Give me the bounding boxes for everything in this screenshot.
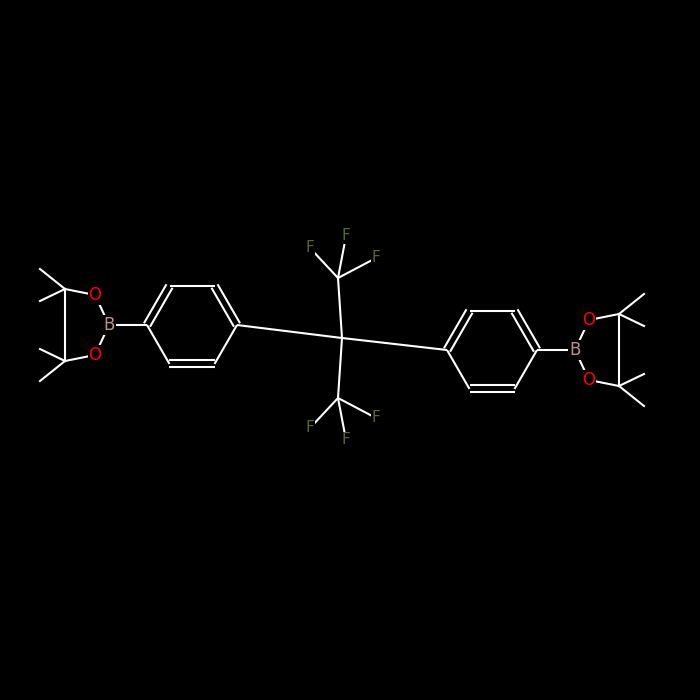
Text: B: B <box>104 316 115 334</box>
Text: B: B <box>569 341 581 359</box>
Text: F: F <box>342 433 351 447</box>
Text: F: F <box>306 421 314 435</box>
Text: O: O <box>88 286 102 304</box>
Text: O: O <box>582 371 596 389</box>
Text: O: O <box>582 311 596 329</box>
Text: O: O <box>88 346 102 364</box>
Text: F: F <box>372 410 380 426</box>
Text: F: F <box>342 228 351 244</box>
Text: F: F <box>372 251 380 265</box>
Text: F: F <box>306 241 314 256</box>
